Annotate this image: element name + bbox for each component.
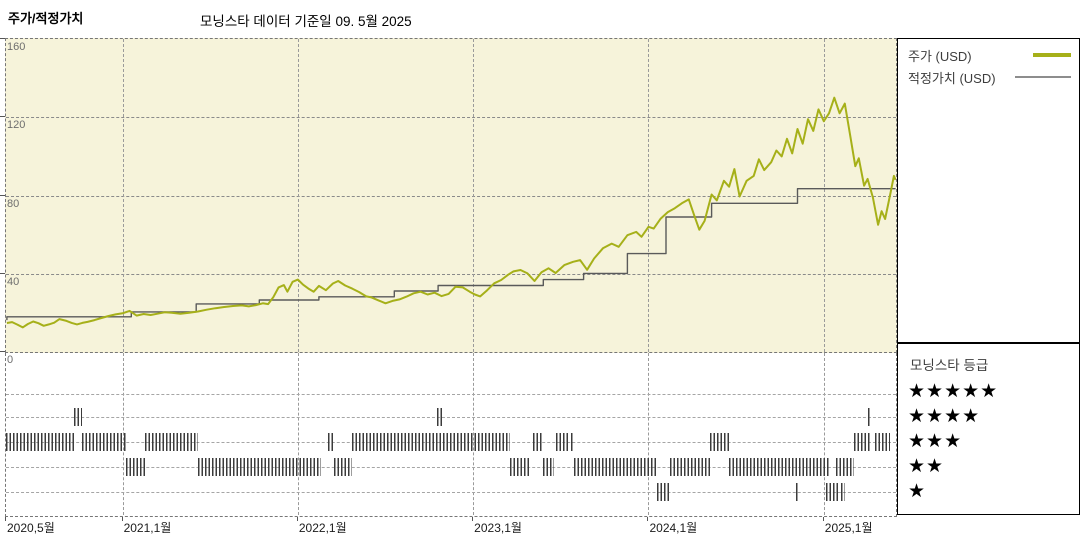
rating-row-line [6, 492, 896, 493]
legend-item-price: 주가 (USD) [908, 45, 1071, 65]
rating-row-1-stars: ★ [908, 481, 927, 502]
y-axis-label: 0 [7, 354, 14, 366]
rating-mark-segment [82, 433, 127, 451]
x-axis-tick [472, 517, 474, 521]
gridline-horizontal [6, 273, 896, 275]
rating-legend-title: 모닝스타 등급 [910, 358, 989, 373]
rating-mark-segment [729, 458, 829, 476]
x-axis-tick [822, 517, 824, 521]
y-axis-tick [0, 272, 5, 274]
gridline-vertical [122, 39, 124, 352]
rating-mark-segment [532, 433, 542, 451]
rating-row-5-stars: ★★★★★ [908, 381, 999, 402]
rating-mark-segment [836, 458, 854, 476]
rating-row-3-stars: ★★★ [908, 431, 963, 452]
rating-row-line [6, 467, 896, 468]
rating-history-panel [5, 353, 897, 517]
price-fair-value-chart [5, 38, 897, 353]
rating-mark-segment [73, 408, 83, 426]
x-axis-tick [5, 517, 6, 521]
gridline-horizontal [6, 195, 896, 197]
x-axis-tick [647, 517, 649, 521]
legend-item-fair-value: 적정가치 (USD) [908, 67, 1071, 87]
rating-mark-segment [145, 433, 198, 451]
rating-mark-segment [555, 433, 569, 451]
x-axis-tick [121, 517, 123, 521]
page-title: 주가/적정가치 [8, 11, 84, 26]
rating-mark-segment [126, 458, 146, 476]
plot-area [6, 39, 896, 352]
legend-item-label: 주가 (USD) [908, 48, 972, 64]
rating-mark-segment [333, 458, 353, 476]
rating-row-line [6, 394, 896, 395]
legend-swatch-fair-value [1015, 76, 1071, 78]
rating-mark-segment [709, 433, 730, 451]
fair-value-line-series [6, 188, 896, 321]
x-axis-label: 2020,5월 [7, 521, 55, 535]
rating-track-area [6, 353, 896, 515]
y-axis-tick [0, 194, 5, 196]
series-legend: 주가 (USD) 적정가치 (USD) [897, 38, 1080, 343]
gridline-vertical [648, 353, 650, 515]
y-axis-tick [0, 351, 5, 352]
rating-mark-segment [327, 433, 334, 451]
rating-mark-segment [841, 483, 845, 501]
rating-mark-segment [352, 433, 510, 451]
chart-canvas [6, 96, 896, 329]
gridline-vertical [823, 353, 825, 515]
rating-mark-segment [543, 458, 554, 476]
x-axis-label: 2021,1월 [123, 521, 172, 535]
rating-legend: 모닝스타 등급 ★★★★★ ★★★★ ★★★ ★★ ★ [897, 343, 1080, 515]
rating-mark-segment [574, 458, 658, 476]
rating-row-4-stars: ★★★★ [908, 406, 981, 427]
rating-mark-segment [6, 433, 74, 451]
rating-mark-segment [669, 458, 710, 476]
rating-row-line [6, 417, 896, 418]
y-axis-tick [0, 116, 5, 118]
legend-swatch-price [1033, 53, 1071, 57]
x-axis-label: 2025,1월 [824, 521, 873, 535]
y-axis-tick [0, 38, 5, 39]
rating-mark-segment [874, 433, 891, 451]
gridline-vertical [648, 39, 650, 352]
x-axis-tick [296, 517, 298, 521]
data-as-of-subtitle: 모닝스타 데이터 기준일 09. 5월 2025 [200, 14, 412, 29]
legend-item-label: 적정가치 (USD) [908, 70, 996, 86]
gridline-vertical [823, 39, 825, 352]
rating-mark-segment [867, 408, 872, 426]
price-line-series [6, 96, 896, 329]
rating-mark-segment [571, 433, 575, 451]
y-axis-label: 40 [7, 275, 20, 288]
gridline-vertical [473, 39, 475, 352]
rating-mark-segment [853, 433, 872, 451]
gridline-vertical [297, 353, 299, 515]
x-axis-label: 2024,1월 [649, 521, 698, 535]
y-axis-label: 120 [7, 119, 26, 132]
rating-mark-segment [437, 408, 442, 426]
y-axis-label: 160 [7, 41, 26, 53]
x-axis-label: 2023,1월 [474, 521, 522, 535]
gridline-horizontal [6, 117, 896, 119]
rating-mark-segment [795, 483, 799, 501]
x-axis-label: 2022,1월 [298, 521, 347, 535]
rating-mark-segment [510, 458, 530, 476]
rating-mark-segment [657, 483, 670, 501]
rating-mark-segment [825, 483, 838, 501]
gridline-vertical [297, 39, 299, 352]
rating-row-2-stars: ★★ [908, 456, 945, 477]
rating-mark-segment [198, 458, 321, 476]
y-axis-label: 80 [7, 197, 20, 210]
